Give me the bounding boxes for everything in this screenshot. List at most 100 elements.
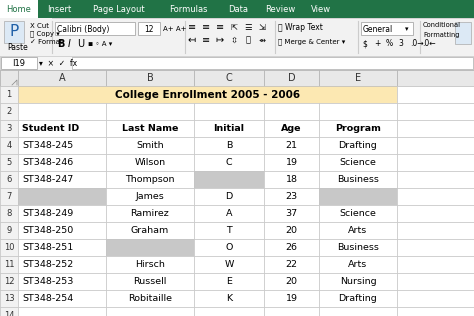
- Bar: [18, 307, 106, 316]
- Bar: [106, 239, 194, 256]
- Bar: [18, 205, 106, 222]
- Text: P: P: [9, 25, 18, 40]
- Text: 1: 1: [6, 90, 12, 99]
- Bar: [0, 0, 38, 18]
- Text: A+ A+: A+ A+: [163, 26, 186, 32]
- Text: ≡: ≡: [216, 22, 224, 32]
- Text: ⬜ Wrap Text: ⬜ Wrap Text: [278, 23, 323, 33]
- Bar: [319, 70, 397, 86]
- Bar: [138, 22, 160, 35]
- Bar: [397, 205, 474, 222]
- Bar: [0, 103, 18, 120]
- Bar: [455, 22, 471, 44]
- Bar: [0, 137, 18, 154]
- Bar: [194, 307, 264, 316]
- Bar: [194, 137, 264, 154]
- Bar: [194, 188, 264, 205]
- Text: I: I: [68, 39, 71, 49]
- Bar: [0, 70, 18, 86]
- Text: 3: 3: [398, 40, 403, 48]
- Bar: [397, 137, 474, 154]
- Bar: [18, 188, 106, 205]
- Bar: [106, 70, 194, 86]
- Bar: [194, 205, 264, 222]
- Text: 21: 21: [285, 141, 298, 150]
- Text: 20: 20: [285, 277, 298, 286]
- Bar: [18, 273, 106, 290]
- Text: 7: 7: [6, 192, 12, 201]
- Text: Business: Business: [337, 243, 379, 252]
- Text: 22: 22: [285, 260, 298, 269]
- Bar: [319, 171, 397, 188]
- Bar: [0, 256, 18, 273]
- Text: General: General: [363, 25, 393, 33]
- Text: Age: Age: [281, 124, 302, 133]
- Bar: [264, 307, 319, 316]
- Text: Business: Business: [337, 175, 379, 184]
- Bar: [106, 273, 194, 290]
- Bar: [106, 103, 194, 120]
- Bar: [397, 188, 474, 205]
- Bar: [319, 222, 397, 239]
- Text: ☰: ☰: [244, 22, 252, 32]
- Text: Page Layout: Page Layout: [93, 4, 144, 14]
- Bar: [0, 188, 18, 205]
- Text: 6: 6: [6, 175, 12, 184]
- Bar: [397, 222, 474, 239]
- Bar: [18, 120, 106, 137]
- Text: Russell: Russell: [133, 277, 167, 286]
- Bar: [0, 307, 18, 316]
- Bar: [106, 154, 194, 171]
- Text: D: D: [225, 192, 233, 201]
- Text: ▾: ▾: [405, 26, 409, 32]
- Bar: [397, 290, 474, 307]
- Text: E: E: [226, 277, 232, 286]
- Text: C: C: [226, 158, 232, 167]
- Text: Conditional: Conditional: [423, 22, 461, 28]
- Bar: [194, 273, 264, 290]
- Text: 2: 2: [6, 107, 12, 116]
- Bar: [0, 273, 18, 290]
- Text: ↤: ↤: [188, 35, 196, 45]
- Bar: [319, 239, 397, 256]
- Bar: [106, 222, 194, 239]
- Text: ≡: ≡: [202, 35, 210, 45]
- Text: 14: 14: [4, 311, 14, 316]
- Text: Smith: Smith: [136, 141, 164, 150]
- Text: ▾  ×  ✓  fx: ▾ × ✓ fx: [39, 58, 77, 68]
- Bar: [1, 57, 37, 69]
- Bar: [397, 239, 474, 256]
- Bar: [106, 137, 194, 154]
- Bar: [0, 18, 474, 56]
- Bar: [55, 22, 135, 35]
- Text: 19: 19: [285, 158, 298, 167]
- Text: Student ID: Student ID: [22, 124, 79, 133]
- Text: 3: 3: [6, 124, 12, 133]
- Text: 18: 18: [285, 175, 298, 184]
- Text: College Enrollment 2005 - 2006: College Enrollment 2005 - 2006: [115, 89, 300, 100]
- Text: Wilson: Wilson: [135, 158, 165, 167]
- Text: D: D: [288, 73, 295, 83]
- Bar: [264, 70, 319, 86]
- Bar: [18, 103, 106, 120]
- Text: A: A: [59, 73, 65, 83]
- Text: Formatting: Formatting: [423, 32, 459, 38]
- Bar: [194, 120, 264, 137]
- Text: Science: Science: [339, 158, 376, 167]
- Bar: [0, 18, 52, 56]
- Bar: [106, 120, 194, 137]
- Bar: [397, 256, 474, 273]
- Bar: [106, 256, 194, 273]
- Bar: [264, 222, 319, 239]
- Text: O: O: [225, 243, 233, 252]
- Text: Program: Program: [335, 124, 381, 133]
- Text: Data: Data: [228, 4, 248, 14]
- Bar: [0, 120, 18, 137]
- Text: 8: 8: [6, 209, 12, 218]
- Text: Robitaille: Robitaille: [128, 294, 172, 303]
- Bar: [0, 239, 18, 256]
- Text: 5: 5: [6, 158, 12, 167]
- Bar: [194, 222, 264, 239]
- Text: $: $: [362, 40, 367, 48]
- Text: 4: 4: [6, 141, 12, 150]
